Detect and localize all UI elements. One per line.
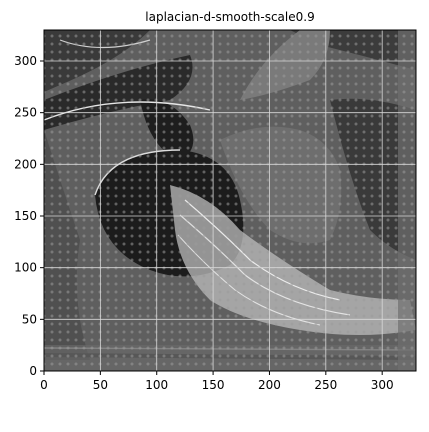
x-tick-label: 0 [40, 378, 48, 392]
x-tick-label: 150 [202, 378, 225, 392]
chart-title: laplacian-d-smooth-scale0.9 [145, 10, 314, 24]
x-axis: 0 50 100 150 200 250 300 [40, 371, 394, 392]
y-tick-label: 100 [14, 261, 37, 275]
axes-frame [43, 29, 417, 372]
y-tick-label: 0 [29, 364, 37, 378]
y-tick-label: 200 [14, 157, 37, 171]
grid-lines [43, 30, 416, 372]
x-tick-label: 200 [258, 378, 281, 392]
y-tick-label: 150 [14, 209, 37, 223]
y-axis: 0 50 100 150 200 250 300 [14, 54, 44, 378]
y-tick-label: 50 [22, 312, 37, 326]
x-tick-label: 100 [145, 378, 168, 392]
y-tick-label: 300 [14, 54, 37, 68]
x-tick-label: 300 [371, 378, 394, 392]
filtered-image [44, 30, 416, 371]
x-tick-label: 50 [93, 378, 108, 392]
y-tick-label: 250 [14, 106, 37, 120]
x-tick-label: 250 [314, 378, 337, 392]
